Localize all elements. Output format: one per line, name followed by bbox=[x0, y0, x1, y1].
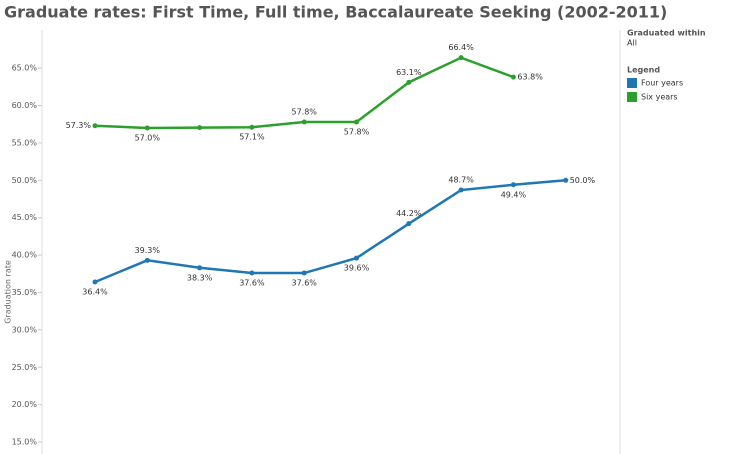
data-point bbox=[301, 270, 307, 276]
value-label: 44.2% bbox=[396, 209, 422, 218]
value-label: 49.4% bbox=[501, 190, 527, 199]
value-label: 57.1% bbox=[239, 133, 265, 142]
y-tick-label: 45.0% bbox=[12, 213, 38, 222]
value-label: 37.6% bbox=[239, 279, 265, 288]
data-point bbox=[458, 187, 464, 193]
data-point bbox=[144, 125, 150, 131]
legend-label: Four years bbox=[641, 79, 683, 88]
data-point bbox=[406, 221, 412, 227]
series-line bbox=[94, 56, 514, 130]
value-label: 39.3% bbox=[135, 246, 161, 255]
y-tick-label: 50.0% bbox=[12, 176, 38, 185]
value-label: 57.8% bbox=[291, 107, 317, 116]
value-label: 57.3% bbox=[66, 121, 92, 130]
data-point bbox=[144, 257, 150, 263]
value-label: 57.0% bbox=[135, 133, 161, 142]
value-label: 37.6% bbox=[291, 279, 317, 288]
chart-title: Graduate rates: First Time, Full time, B… bbox=[4, 3, 667, 22]
value-label: 50.0% bbox=[570, 176, 596, 185]
data-point bbox=[354, 255, 359, 261]
data-point bbox=[92, 279, 98, 285]
y-tick-label: 35.0% bbox=[12, 288, 38, 297]
y-tick-label: 60.0% bbox=[12, 101, 38, 110]
value-label: 48.7% bbox=[448, 176, 474, 185]
data-point bbox=[249, 270, 255, 276]
data-point bbox=[92, 123, 98, 129]
data-point bbox=[510, 74, 516, 80]
filter-value: All bbox=[627, 39, 637, 48]
legend-swatch bbox=[627, 92, 637, 102]
data-point bbox=[563, 177, 569, 183]
y-tick-label: 65.0% bbox=[12, 64, 38, 73]
series-line bbox=[94, 179, 566, 284]
value-label: 36.4% bbox=[82, 288, 108, 297]
legend-label: Six years bbox=[641, 93, 678, 102]
data-point bbox=[406, 79, 412, 85]
value-label: 38.3% bbox=[187, 273, 213, 282]
y-tick-label: 15.0% bbox=[12, 438, 38, 447]
value-label: 66.4% bbox=[448, 43, 474, 52]
y-tick-label: 25.0% bbox=[12, 363, 38, 372]
legend-title: Legend bbox=[627, 66, 660, 75]
data-point bbox=[301, 119, 307, 125]
data-point bbox=[458, 55, 464, 61]
value-label: 57.8% bbox=[344, 127, 370, 136]
value-label: 63.1% bbox=[396, 68, 422, 77]
data-point bbox=[249, 124, 255, 130]
legend-swatch bbox=[627, 78, 637, 88]
y-tick-label: 30.0% bbox=[12, 325, 38, 334]
y-tick-label: 40.0% bbox=[12, 251, 38, 260]
value-label: 39.6% bbox=[344, 264, 370, 273]
y-axis-label: Graduation rate bbox=[4, 260, 13, 324]
data-point bbox=[197, 265, 203, 271]
value-label: 63.8% bbox=[517, 73, 543, 82]
data-point bbox=[510, 182, 516, 188]
filter-title: Graduated within bbox=[627, 29, 706, 38]
data-point bbox=[197, 125, 203, 131]
data-point bbox=[354, 119, 359, 125]
y-tick-label: 55.0% bbox=[12, 138, 38, 147]
y-tick-label: 20.0% bbox=[12, 400, 38, 409]
